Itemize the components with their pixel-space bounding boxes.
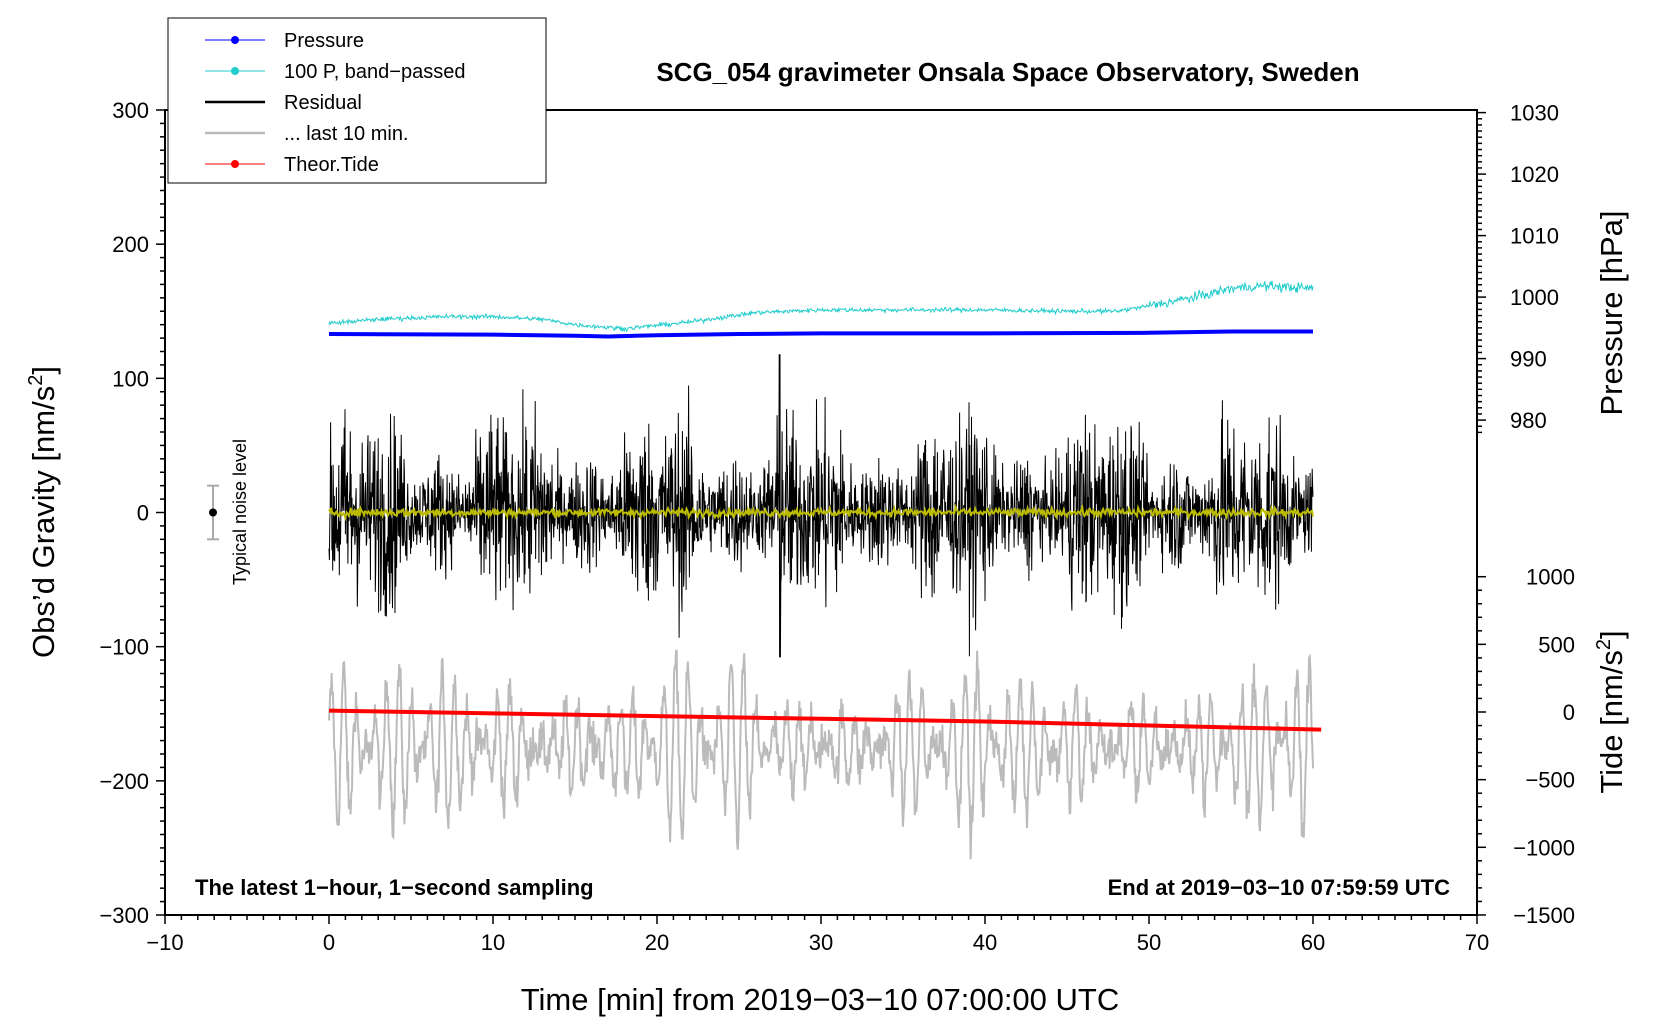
y-left-tick-label: 300 [112, 98, 149, 123]
legend-label: 100 P, band−passed [284, 61, 465, 83]
legend-label: Theor.Tide [284, 154, 379, 176]
x-tick-label: 10 [481, 930, 505, 955]
y-left-tick-label: 100 [112, 366, 149, 391]
legend-swatch-marker [231, 67, 239, 75]
tide-tick-label: −500 [1525, 768, 1575, 793]
series-last-10-min-line [328, 649, 1314, 860]
ticks-layer: −10 0 10 20 30 40 50 60 703002001000−100−200−300… [99, 98, 1575, 955]
y-axis-title-left: Obs’d Gravity [nm/s2] [25, 366, 61, 658]
pressure-tick-label: 1020 [1510, 162, 1559, 187]
y-axis-title-left-main: Obs’d Gravity [nm/s [26, 386, 61, 658]
legend-label: Residual [284, 92, 362, 114]
pressure-tick-label: 980 [1510, 408, 1547, 433]
legend: Pressure 100 P, band−passed Residual ... la… [167, 17, 547, 184]
legend-entries: Pressure 100 P, band−passed Residual ... la… [205, 30, 465, 176]
y-left-tick-label: 0 [137, 501, 149, 526]
series-residual-smoothed-line [328, 503, 1314, 522]
noise-level-dot [209, 508, 217, 517]
y-left-tick-label: −300 [99, 903, 149, 928]
noise-level-indicator: Typical noise level [207, 439, 250, 585]
y-axis-title-pressure: Pressure [hPa] [1594, 210, 1629, 415]
tide-tick-label: 500 [1538, 632, 1575, 657]
noise-level-label: Typical noise level [230, 439, 250, 585]
y-axis-title-tide-main: Tide [nm/s [1594, 650, 1629, 794]
legend-box [167, 17, 547, 184]
note-sampling: The latest 1−hour, 1−second sampling [195, 875, 594, 900]
y-axis-title-left-sup: 2 [25, 375, 47, 386]
y-left-tick-label: 200 [112, 232, 149, 257]
series-residual-line [328, 354, 1314, 658]
x-tick-label: 40 [973, 930, 997, 955]
x-tick-label: 60 [1301, 930, 1325, 955]
tide-tick-label: −1000 [1513, 835, 1575, 860]
x-axis-title: Time [min] from 2019−03−10 07:00:00 UTC [521, 982, 1120, 1017]
pressure-tick-label: 1010 [1510, 224, 1559, 249]
x-tick-label: −10 [146, 930, 183, 955]
x-tick-label: 30 [809, 930, 833, 955]
series-band-passed-line [328, 280, 1314, 333]
y-axis-title-tide-end: ] [1594, 630, 1629, 639]
series-layer [328, 280, 1322, 860]
tide-tick-label: 0 [1563, 700, 1575, 725]
series-theor-tide-line [328, 708, 1322, 732]
legend-label: ... last 10 min. [284, 123, 409, 145]
y-axis-title-tide-sup: 2 [1593, 639, 1615, 650]
series-pressure-line [328, 329, 1313, 339]
x-tick-label: 0 [323, 930, 335, 955]
y-axis-title-left-end: ] [26, 366, 61, 375]
note-end-time: End at 2019−03−10 07:59:59 UTC [1108, 875, 1451, 900]
legend-label: Pressure [284, 30, 364, 52]
tide-tick-label: 1000 [1526, 565, 1575, 590]
legend-swatch-marker [231, 160, 239, 168]
legend-swatch-marker [231, 36, 239, 44]
x-tick-label: 20 [645, 930, 669, 955]
y-axis-title-tide: Tide [nm/s2] [1593, 630, 1629, 793]
tide-tick-label: −1500 [1513, 903, 1575, 928]
x-tick-label: 50 [1137, 930, 1161, 955]
x-tick-label: 70 [1465, 930, 1489, 955]
y-left-tick-label: −100 [99, 635, 149, 660]
pressure-tick-label: 1030 [1510, 101, 1559, 126]
y-left-tick-label: −200 [99, 769, 149, 794]
pressure-tick-label: 1000 [1510, 285, 1559, 310]
chart-title: SCG_054 gravimeter Onsala Space Observat… [656, 57, 1359, 87]
pressure-tick-label: 990 [1510, 347, 1547, 372]
